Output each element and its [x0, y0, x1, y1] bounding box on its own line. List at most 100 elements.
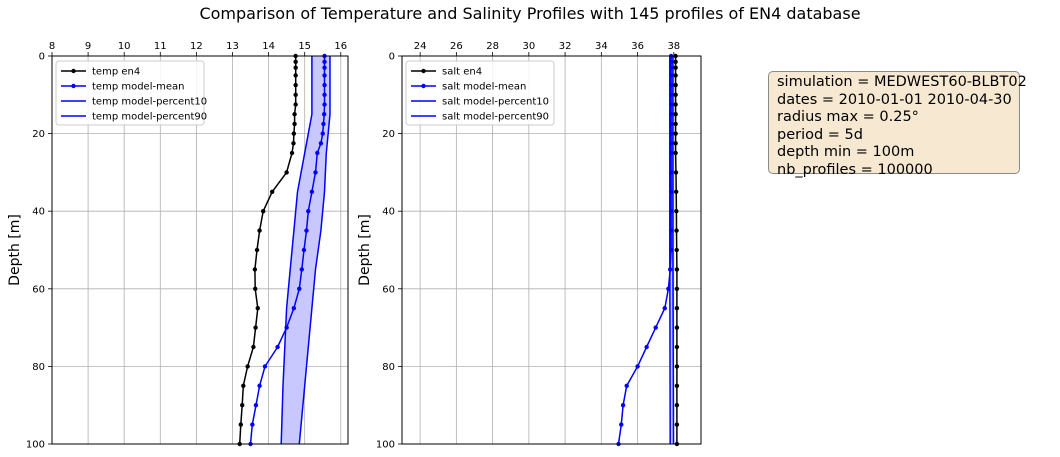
x-tick-label: 28 [486, 41, 499, 52]
data-point [674, 344, 680, 350]
data-point [673, 65, 678, 70]
data-point [674, 325, 680, 330]
data-point [284, 170, 289, 175]
data-point [674, 364, 680, 369]
data-point [674, 306, 680, 311]
data-point [238, 422, 243, 427]
legend-frame [55, 60, 205, 126]
data-point [673, 92, 678, 98]
x-tick-label: 14 [262, 41, 275, 52]
x-tick-label: 24 [414, 41, 427, 52]
data-point [293, 82, 298, 88]
legend-frame [405, 60, 555, 126]
data-point [240, 403, 245, 408]
legend-label: salt model-mean [442, 82, 526, 93]
data-point [674, 403, 680, 408]
legend-marker [421, 68, 426, 74]
y-tick-label: 60 [32, 284, 45, 295]
data-point [293, 59, 298, 65]
data-point [301, 247, 307, 253]
data-point [322, 59, 327, 65]
legend-marker [71, 68, 76, 74]
series-line-temp-model-percent90 [298, 56, 331, 445]
data-point [251, 344, 256, 350]
data-point [269, 189, 275, 194]
data-point [253, 403, 259, 408]
y-tick-label: 20 [32, 129, 45, 140]
data-point [241, 383, 246, 388]
legend-label: temp model-percent10 [92, 97, 207, 108]
data-point [673, 150, 678, 156]
data-point [257, 228, 262, 233]
data-point [662, 306, 667, 311]
x-tick-label: 38 [667, 41, 680, 52]
info-period: period = 5d [777, 126, 863, 143]
y-tick-label: 100 [376, 440, 395, 451]
y-axis-label: Depth [m] [357, 214, 373, 286]
data-point [673, 131, 678, 136]
data-point [674, 267, 680, 272]
data-point [315, 150, 320, 156]
data-point [297, 286, 302, 291]
data-point [635, 364, 640, 369]
data-point [322, 92, 327, 98]
series-line-salt-model-percent90 [672, 56, 675, 445]
data-point [674, 383, 680, 388]
data-point [321, 112, 327, 117]
figure-title: Comparison of Temperature and Salinity P… [199, 4, 861, 23]
plot-1 [48, 52, 349, 447]
info-radius-max: radius max = 0.25° [777, 109, 919, 126]
data-point [293, 65, 298, 70]
data-point [322, 73, 327, 78]
data-point [322, 82, 327, 88]
y-tick-label: 0 [389, 52, 395, 63]
data-point [673, 59, 678, 65]
axes-frame [51, 55, 349, 445]
simulation-info-box: simulation = MEDWEST60-BLBT02 dates = 20… [768, 71, 1027, 178]
data-point [289, 150, 295, 156]
x-tick-label: 15 [298, 41, 311, 52]
legend-marker [71, 83, 76, 89]
y-tick-label: 100 [26, 440, 45, 451]
legend [55, 60, 205, 126]
data-point [275, 344, 280, 350]
legend-marker [421, 83, 426, 89]
x-tick-label: 10 [118, 41, 131, 52]
data-point [262, 364, 268, 369]
data-point [624, 383, 629, 388]
y-tick-label: 40 [32, 207, 45, 218]
axes-frame [401, 55, 702, 445]
data-point [291, 141, 296, 146]
data-point [674, 286, 680, 291]
data-point [673, 189, 679, 194]
data-point [291, 131, 297, 136]
x-tick-label: 16 [334, 41, 347, 52]
x-tick-label: 8 [49, 41, 55, 52]
info-dates: dates = 2010-01-01 2010-04-30 [777, 91, 1012, 108]
data-point [252, 267, 258, 272]
data-point [245, 364, 250, 369]
data-point [318, 141, 324, 146]
data-point [313, 170, 318, 175]
legend [405, 60, 555, 126]
y-tick-label: 80 [32, 362, 45, 373]
data-point [257, 383, 262, 388]
data-point [309, 189, 315, 194]
legend-label: salt model-percent10 [442, 97, 549, 108]
data-point [673, 170, 679, 175]
x-tick-label: 9 [85, 41, 91, 52]
series-line-temp-model-percent10 [280, 56, 313, 445]
legend-label: temp en4 [92, 67, 140, 78]
y-tick-label: 40 [382, 207, 395, 218]
data-point [292, 112, 297, 117]
legend-label: salt model-percent90 [442, 112, 549, 123]
info-nb-profiles: nb_profiles = 100000 [777, 161, 933, 178]
x-tick-label: 30 [522, 41, 535, 52]
data-point [644, 344, 649, 350]
data-point [293, 73, 298, 78]
data-point [674, 228, 679, 233]
data-point [304, 228, 309, 233]
data-point [674, 209, 679, 214]
data-point [674, 422, 680, 427]
y-tick-label: 0 [39, 52, 45, 63]
